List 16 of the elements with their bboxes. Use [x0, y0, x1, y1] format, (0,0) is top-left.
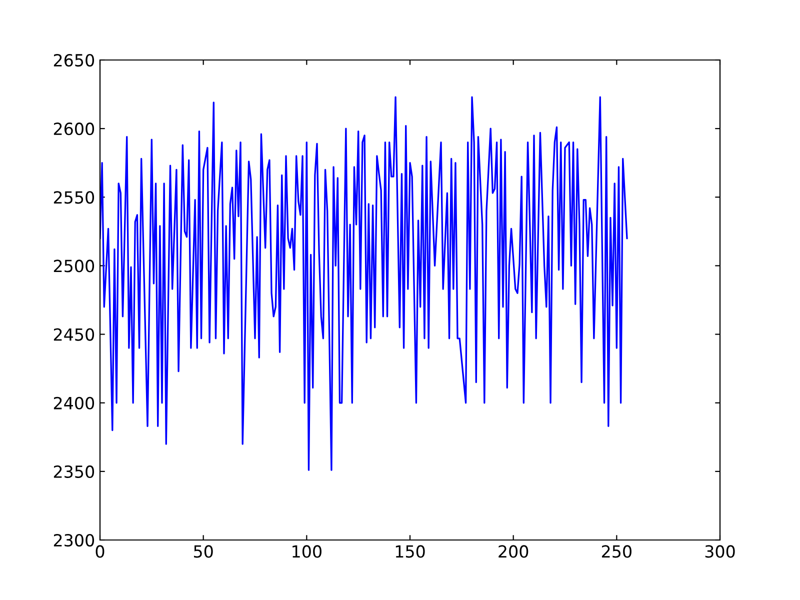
- x-tick-label: 300: [705, 545, 735, 558]
- y-tick-label: 2500: [54, 260, 94, 272]
- y-tick-label: 2350: [54, 465, 94, 478]
- x-tick-label: 100: [292, 545, 322, 558]
- y-tick-label: 2600: [54, 122, 94, 136]
- y-tick-label: 2400: [54, 396, 94, 410]
- y-tick-label: 2550: [54, 191, 94, 204]
- x-tick-label: 50: [194, 545, 213, 558]
- x-tick-label: 200: [498, 545, 528, 558]
- y-tick-label: 2450: [54, 328, 94, 341]
- x-tick-label: 0: [96, 545, 104, 558]
- x-tick-label: 250: [602, 545, 632, 558]
- line-series: [100, 96, 628, 471]
- y-tick-label: 2300: [54, 534, 94, 547]
- x-tick-label: 150: [396, 545, 425, 558]
- y-tick-label: 2650: [54, 54, 94, 67]
